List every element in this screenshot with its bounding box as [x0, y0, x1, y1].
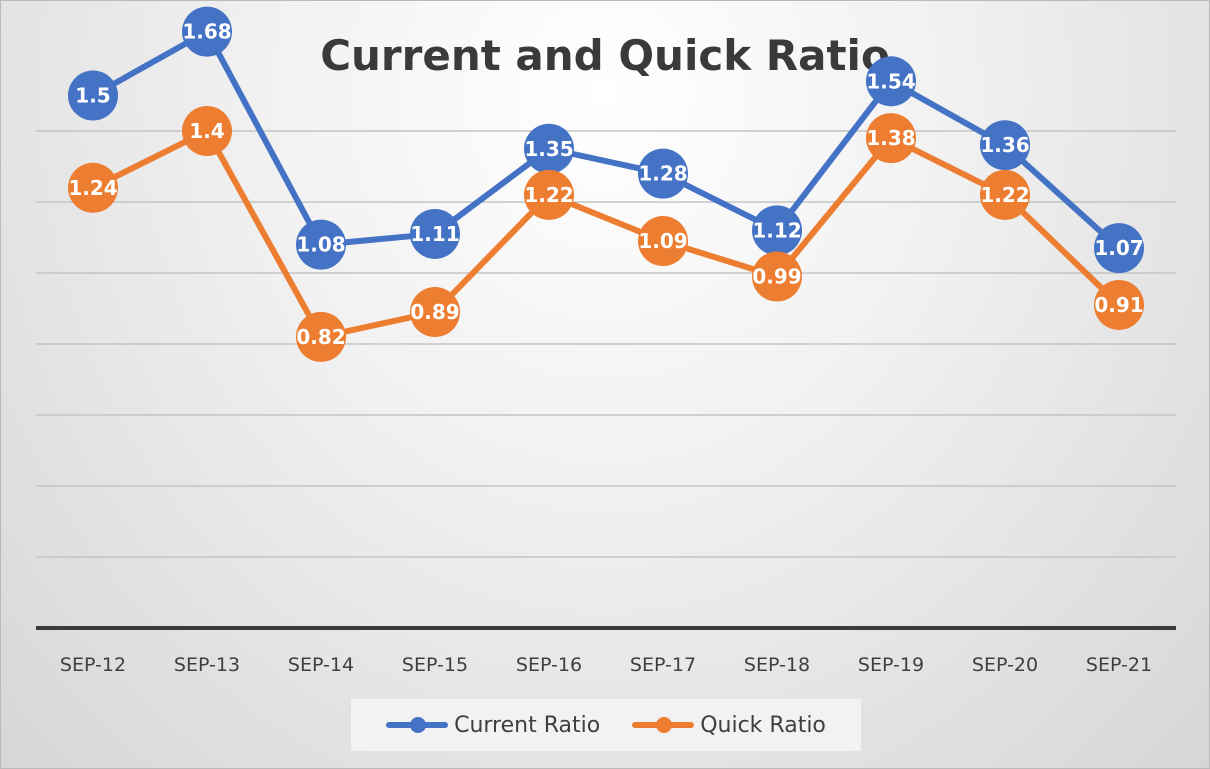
data-label: 0.82: [296, 325, 345, 349]
data-label: 0.89: [410, 300, 459, 324]
x-tick-label: SEP-16: [516, 654, 582, 676]
series-line-quick-ratio: [90, 128, 1122, 340]
data-label: 1.12: [752, 218, 801, 242]
data-label: 1.22: [524, 183, 573, 207]
x-tick-label: SEP-19: [858, 654, 924, 676]
data-point: [182, 106, 232, 156]
data-point: [68, 162, 118, 213]
legend-label-current-ratio: Current Ratio: [454, 712, 601, 738]
legend-label-quick-ratio: Quick Ratio: [700, 712, 826, 738]
chart-title: Current and Quick Ratio: [320, 31, 890, 80]
legend-entry-quick-ratio: Quick Ratio: [632, 713, 826, 738]
x-tick-label: SEP-18: [744, 654, 810, 676]
data-point: [68, 70, 118, 121]
data-label: 1.5: [75, 84, 110, 108]
x-tick-label: SEP-21: [1086, 654, 1152, 676]
plot-area: SEP-12 SEP-13 SEP-14 SEP-15 SEP-16 SEP-17 SEP-…: [36, 6, 1176, 676]
data-point: [866, 113, 916, 164]
legend: Current Ratio Quick Ratio: [351, 699, 861, 751]
data-point: [752, 205, 802, 256]
x-tick-label: SEP-15: [402, 654, 468, 676]
data-point: [980, 169, 1030, 220]
series-current-ratio: 1.5 1.68 1.08 1.11 1.35 1.28 1.12 1.54 1.36 1.07: [68, 6, 1144, 274]
data-label: 1.28: [638, 162, 687, 186]
series-line-current-ratio: [90, 28, 1122, 252]
data-point: [1094, 279, 1144, 330]
legend-entry-current-ratio: Current Ratio: [386, 713, 600, 738]
legend-swatch-current-ratio: [386, 717, 449, 733]
x-tick-label: SEP-13: [174, 654, 240, 676]
data-point: [296, 219, 346, 270]
data-label: 1.07: [1094, 236, 1143, 260]
data-point: [752, 251, 802, 302]
series-layer: 1.51.681.08 1.111.351.281.121.541.361.071…: [68, 6, 1144, 362]
series-quick-ratio: 1.24 1.4 0.82 0.89 1.22 1.09 0.99 1.38 1.22 0.91: [68, 106, 1144, 362]
data-label: 1.35: [524, 137, 573, 161]
data-label: 1.08: [296, 233, 345, 257]
data-label: 1.11: [410, 222, 459, 246]
data-label: 1.68: [182, 20, 231, 44]
data-point: [980, 120, 1030, 171]
data-label: 1.24: [68, 176, 117, 200]
data-point: [410, 208, 460, 259]
data-point: [296, 311, 346, 362]
data-label: 0.91: [1094, 293, 1143, 317]
x-tick-label: SEP-14: [288, 654, 354, 676]
data-label: 1.54: [866, 69, 915, 93]
data-point: [410, 287, 460, 338]
data-label: 1.38: [866, 126, 915, 150]
x-axis-labels: SEP-12 SEP-13 SEP-14 SEP-15 SEP-16 SEP-17 SEP-…: [60, 654, 1152, 676]
data-label: 1.4: [189, 119, 224, 143]
data-point: [866, 56, 916, 107]
data-point: [638, 216, 688, 267]
data-point: [1094, 223, 1144, 274]
data-label: 1.22: [980, 183, 1029, 207]
data-point: [524, 169, 574, 220]
x-tick-label: SEP-17: [630, 654, 696, 676]
data-point: [182, 6, 232, 57]
data-label: 0.99: [752, 265, 801, 289]
x-tick-label: SEP-12: [60, 654, 126, 676]
data-label: 1.36: [980, 133, 1029, 157]
data-point: [638, 148, 688, 199]
data-point: [524, 123, 574, 174]
x-tick-label: SEP-20: [972, 654, 1038, 676]
legend-swatch-quick-ratio: [632, 717, 695, 733]
data-label: 1.09: [638, 229, 687, 253]
